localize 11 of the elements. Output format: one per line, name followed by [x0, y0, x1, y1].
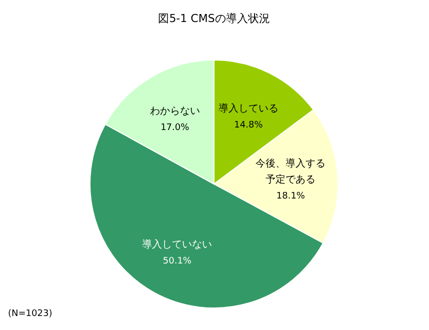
category-label: 導入している — [218, 103, 278, 114]
annotation: (N=1023) — [8, 309, 52, 319]
category-label: 今後、導入する — [256, 158, 326, 170]
value-label: 17.0% — [160, 122, 190, 133]
category-label: 予定である — [266, 174, 316, 186]
category-label: 導入していない — [142, 239, 212, 250]
category-label: わからない — [150, 106, 200, 117]
value-label: 18.1% — [276, 191, 305, 202]
title: 図5-1 CMSの導入状況 — [158, 12, 270, 25]
value-label: 14.8% — [234, 120, 263, 130]
value-label: 50.1% — [162, 256, 192, 266]
